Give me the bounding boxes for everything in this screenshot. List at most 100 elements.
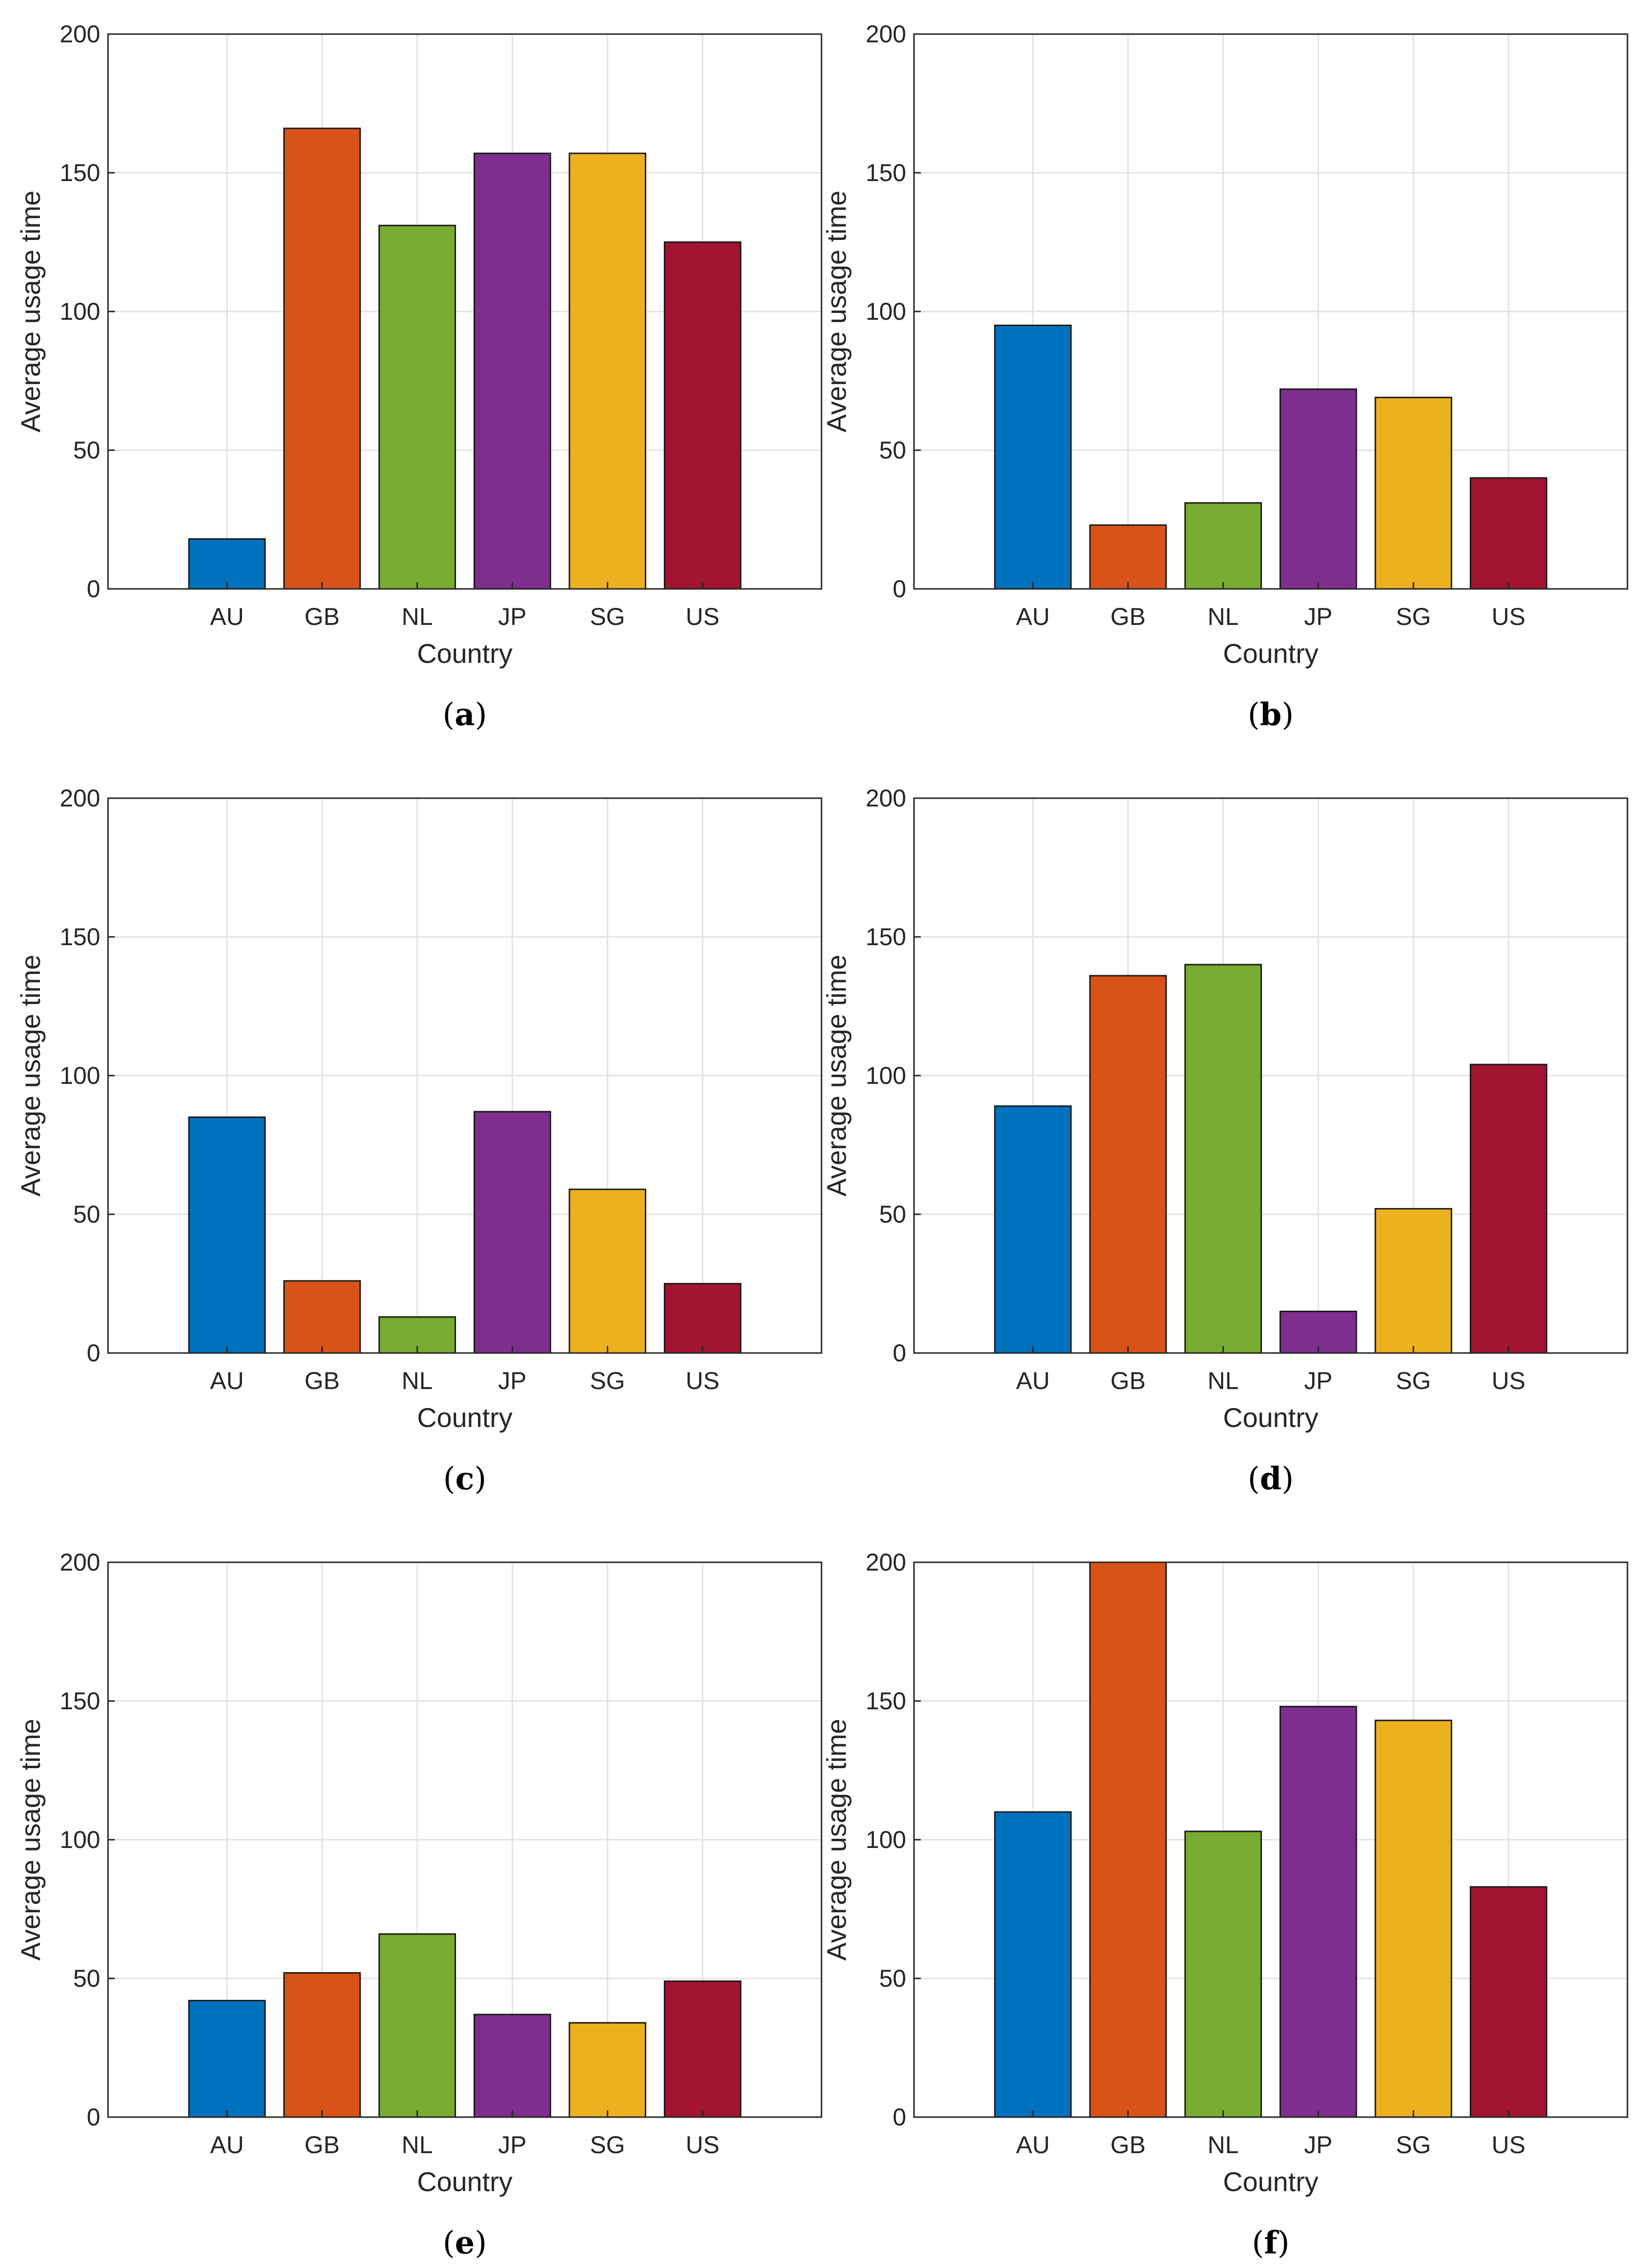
x-tick-label: SG [590, 603, 625, 630]
bar-sg [568, 152, 646, 590]
caption-close: ) [1281, 1461, 1294, 1497]
y-tick-label: 200 [866, 20, 906, 48]
x-tick-label: AU [1016, 2131, 1050, 2158]
caption-letter: e [455, 2225, 475, 2261]
y-tick-label: 200 [60, 20, 100, 48]
bar-sg [568, 1189, 646, 1354]
caption-close: ) [474, 1461, 486, 1497]
panel-caption: (d) [1248, 1461, 1294, 1497]
bar-nl [378, 224, 456, 590]
bar-au [994, 1105, 1072, 1354]
caption-open: ( [443, 1461, 456, 1497]
y-tick-label: 150 [60, 159, 100, 186]
x-tick-label: US [1492, 603, 1525, 630]
panel-caption: (f) [1252, 2225, 1289, 2261]
x-tick-label: US [686, 2131, 719, 2158]
x-tick-label: US [1492, 2131, 1525, 2158]
bar-us [1469, 1063, 1548, 1354]
caption-letter: b [1260, 696, 1282, 733]
x-tick-label: AU [210, 2131, 244, 2158]
bar-sg [568, 2022, 646, 2118]
y-tick-label: 50 [879, 1965, 906, 1992]
bar-us [663, 241, 742, 590]
y-tick-label: 50 [73, 1965, 100, 1992]
x-tick-label: SG [590, 1367, 625, 1394]
x-tick-label: NL [1207, 603, 1239, 630]
x-tick-label: JP [1304, 1367, 1333, 1394]
caption-letter: d [1260, 1461, 1282, 1497]
y-tick-label: 150 [866, 1687, 906, 1715]
y-tick-label: 0 [87, 575, 100, 603]
y-tick-label: 0 [87, 1339, 100, 1367]
caption-letter: f [1264, 2225, 1279, 2261]
bar-jp [474, 2013, 551, 2118]
y-tick-label: 100 [60, 1062, 100, 1089]
x-axis-title: Country [1223, 638, 1318, 669]
x-tick-label: NL [402, 1367, 433, 1394]
panel-caption: (e) [443, 2225, 487, 2261]
x-tick-label: US [686, 603, 719, 630]
bar-sg [1374, 1208, 1452, 1354]
x-tick-label: NL [1207, 1367, 1239, 1394]
y-tick-label: 200 [60, 1549, 100, 1576]
y-tick-label: 200 [866, 785, 906, 812]
x-tick-label: SG [1396, 2131, 1431, 2158]
x-tick-label: GB [305, 1367, 340, 1394]
x-axis-title: Country [417, 2166, 512, 2197]
panel-caption: (c) [443, 1461, 487, 1497]
bar-jp [474, 1111, 551, 1354]
bar-gb [283, 1972, 361, 2118]
bar-nl [1184, 1830, 1262, 2118]
y-tick-label: 100 [866, 298, 906, 325]
x-tick-label: GB [305, 2131, 340, 2158]
bar-au [994, 1811, 1072, 2118]
bar-au [188, 1116, 266, 1354]
bar-us [1469, 1886, 1548, 2118]
x-tick-label: GB [1111, 2131, 1146, 2158]
y-axis-title: Average usage time [15, 954, 46, 1196]
y-tick-label: 200 [60, 785, 100, 812]
x-tick-label: SG [1396, 1367, 1431, 1394]
x-tick-label: JP [498, 2131, 527, 2158]
x-tick-label: SG [590, 2131, 625, 2158]
bar-jp [474, 152, 551, 590]
bar-jp [1279, 1311, 1357, 1354]
bar-gb [283, 1280, 361, 1354]
x-axis-title: Country [1223, 2166, 1318, 2197]
y-axis-title: Average usage time [15, 190, 46, 432]
caption-letter: c [456, 1461, 475, 1497]
bar-gb [1089, 975, 1167, 1354]
y-tick-label: 150 [866, 159, 906, 186]
bar-jp [1279, 1705, 1357, 2118]
x-tick-label: NL [402, 2131, 433, 2158]
chart-panel-6-f: 0 50 100 150 200 AU GB NL JP SG US Country Average u… [821, 1549, 1628, 2261]
bar-au [994, 325, 1072, 590]
y-tick-label: 100 [866, 1826, 906, 1853]
chart-panel-6-d: 0 50 100 150 200 AU GB NL JP SG US Country Average u… [821, 785, 1628, 1497]
caption-close: ) [1281, 697, 1294, 733]
y-tick-label: 200 [866, 1549, 906, 1576]
bar-gb [1089, 524, 1167, 590]
y-axis-title: Average usage time [821, 1719, 852, 1960]
caption-close: ) [1278, 2225, 1290, 2261]
x-tick-label: NL [402, 603, 433, 630]
caption-open: ( [443, 2225, 455, 2261]
y-tick-label: 150 [60, 1687, 100, 1715]
x-tick-label: JP [1304, 2131, 1333, 2158]
x-tick-label: US [686, 1367, 719, 1394]
bar-us [663, 1980, 742, 2118]
bar-us [1469, 477, 1548, 590]
bar-nl [1184, 502, 1262, 590]
x-tick-label: NL [1207, 2131, 1239, 2158]
y-tick-label: 0 [893, 575, 906, 603]
bar-nl [1184, 964, 1262, 1354]
caption-open: ( [1252, 2225, 1264, 2261]
x-axis-title: Country [417, 638, 512, 669]
panel-caption: (b) [1248, 696, 1294, 733]
bar-nl [378, 1933, 456, 2118]
bar-gb [1089, 1561, 1167, 2118]
y-tick-label: 100 [60, 1826, 100, 1853]
bar-jp [1279, 388, 1357, 590]
bar-au [188, 2000, 266, 2118]
caption-open: ( [1248, 1461, 1260, 1497]
